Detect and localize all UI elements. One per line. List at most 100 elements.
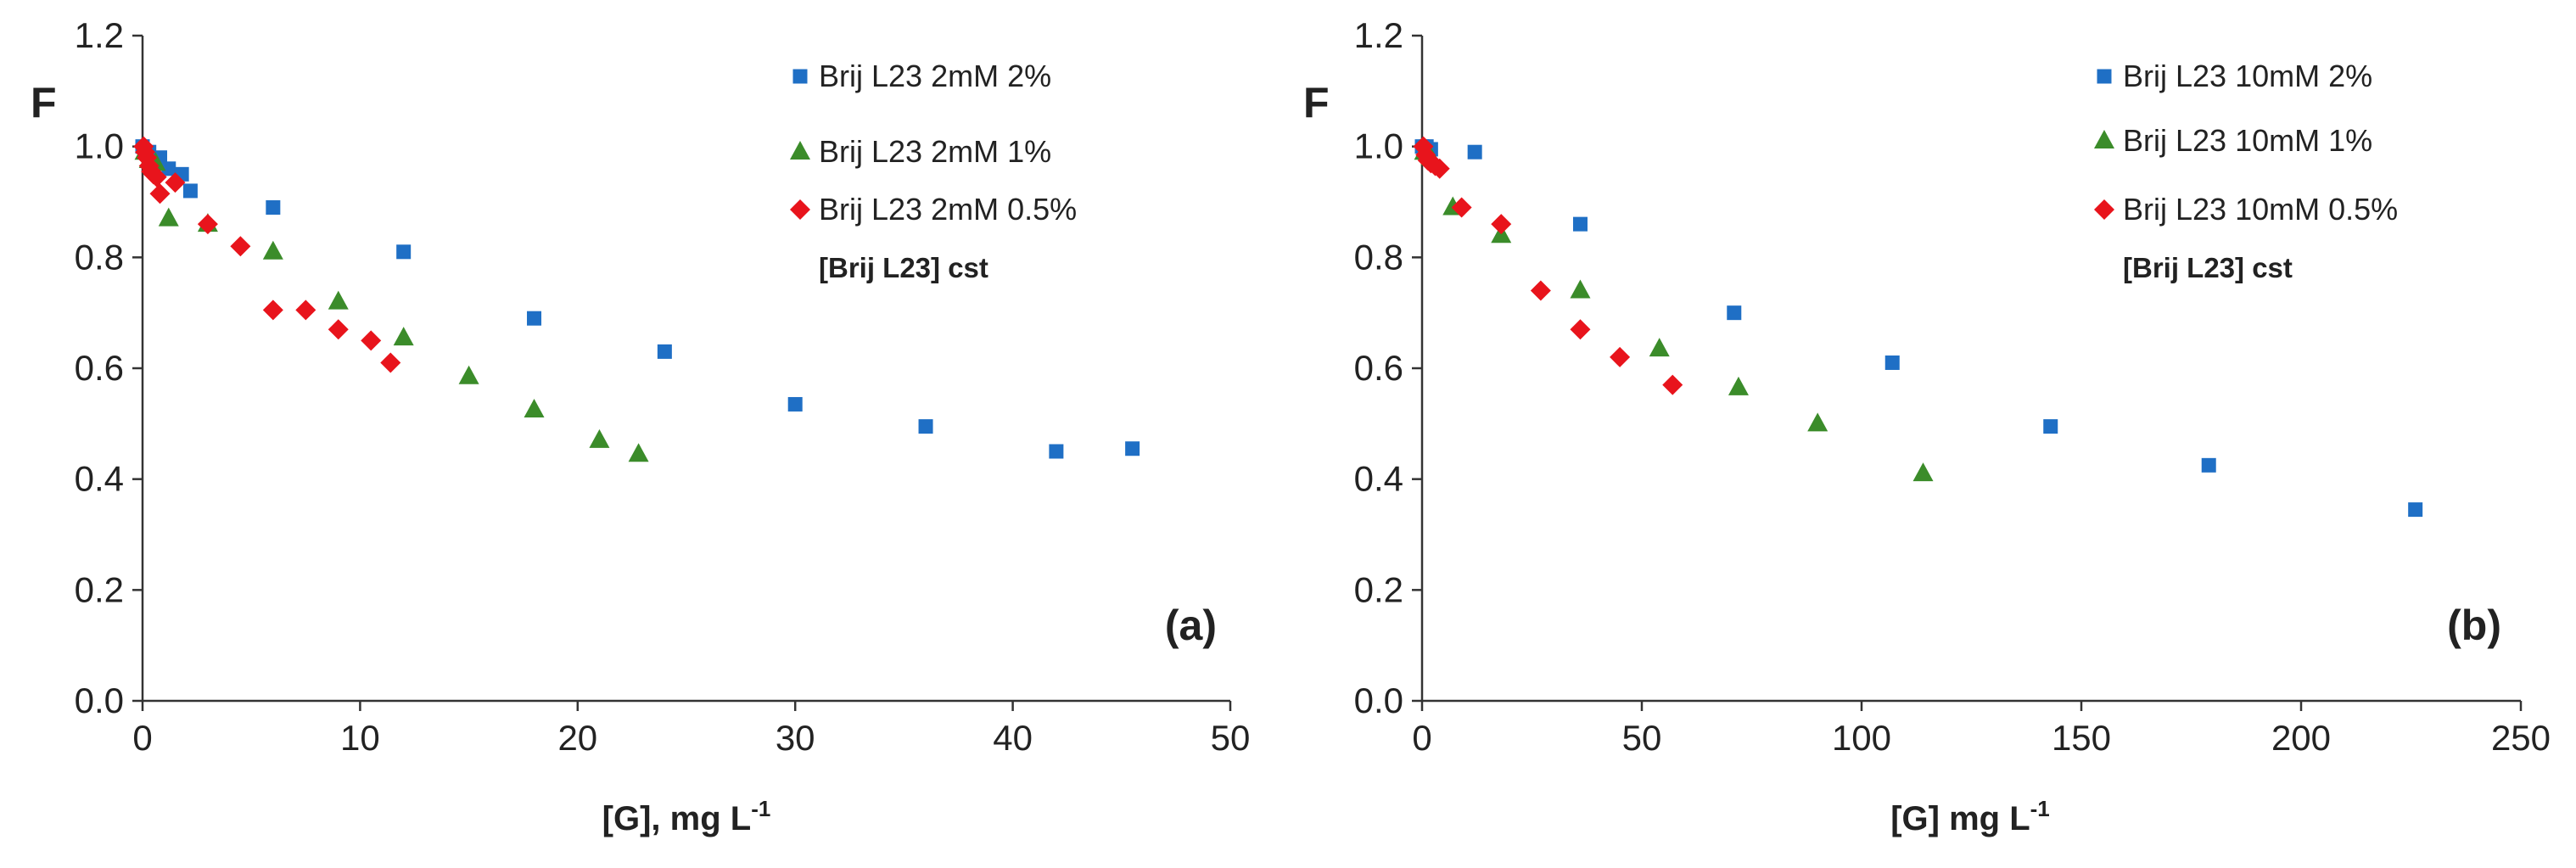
panel-a-x-tick-label: 0 — [132, 718, 152, 758]
panel-b-y-tick-label: 0.2 — [1354, 569, 1403, 609]
panel-b-data-point — [2201, 457, 2216, 473]
panel-a-legend-marker — [790, 141, 810, 160]
panel-b-data-point — [1912, 462, 1934, 482]
panel-b-data-point — [1429, 158, 1450, 179]
panel-b-legend-marker — [2097, 69, 2112, 84]
panel-b-data-point — [1728, 376, 1749, 395]
panel-b-data-point — [1649, 338, 1670, 357]
panel-a-chart: 0.0 0.2 0.4 0.6 0.8 1.0 1.2 0 10 20 30 40 50 F [G], mg… — [31, 15, 1250, 837]
panel-b-data-point — [1572, 216, 1588, 232]
panel-b-data-point — [2408, 502, 2423, 518]
panel-a-data-point — [165, 172, 186, 193]
panel-b-data-point — [1807, 412, 1828, 432]
panel-b-data-point — [1491, 214, 1512, 235]
panel-b-data-point — [1884, 355, 1900, 370]
panel-b-y-tick-label: 1.2 — [1354, 15, 1403, 55]
panel-a-data-point — [1125, 441, 1140, 456]
panel-a-legend: Brij L23 2mM 2% Brij L23 2mM 1% Brij L23 2… — [790, 59, 1077, 227]
panel-a-legend-marker — [792, 69, 808, 84]
panel-b-panel-label: (b) — [2447, 602, 2501, 649]
panel-a-data-point — [146, 166, 167, 188]
panel-a-series-square — [135, 139, 1140, 459]
panel-a-legend-marker — [790, 199, 810, 220]
panel-b-y-tick-label: 0.0 — [1354, 680, 1403, 720]
panel-b-data-point — [1662, 374, 1683, 395]
panel-b-y-axis-label: F — [1303, 79, 1330, 126]
panel-b-legend-marker — [2094, 130, 2114, 148]
panel-a-panel-label: (a) — [1165, 602, 1217, 649]
panel-b-legend: Brij L23 10mM 2% Brij L23 10mM 1% Brij L23… — [2094, 59, 2398, 227]
panel-a-series-triangle — [134, 141, 649, 462]
panel-a-data-point — [657, 344, 672, 359]
panel-a-x-axis-label-superscript: -1 — [751, 796, 770, 821]
panel-a-legend-label: Brij L23 2mM 2% — [819, 59, 1051, 93]
panel-a-x-tick-label: 50 — [1211, 718, 1251, 758]
panel-b-y-tick-label: 0.6 — [1354, 348, 1403, 388]
panel-a-annotation: [Brij L23] cst — [819, 252, 988, 283]
panel-a-data-point — [380, 352, 401, 373]
panel-b-legend-label: Brij L23 10mM 2% — [2123, 59, 2372, 93]
panel-b-data-point — [2043, 419, 2058, 434]
panel-a-data-point — [328, 290, 349, 310]
panel-a-data-point — [328, 319, 349, 340]
panel-a-data-point — [161, 161, 176, 176]
panel-b-y-tick-label: 0.4 — [1354, 459, 1403, 499]
panel-b-legend-label: Brij L23 10mM 1% — [2123, 123, 2372, 158]
panel-a-data-point — [458, 365, 479, 384]
panel-a-x-tick-label: 30 — [776, 718, 815, 758]
panel-a-data-point — [262, 240, 283, 260]
panel-a-data-point — [197, 214, 218, 235]
panel-a-y-tick-label: 0.6 — [75, 348, 124, 388]
panel-a-legend-label: Brij L23 2mM 0.5% — [819, 192, 1077, 227]
panel-b-data-point — [1570, 319, 1591, 340]
panel-a-x-tick-label: 40 — [993, 718, 1033, 758]
panel-b-data-point — [1530, 280, 1551, 301]
panel-a-y-axis-label: F — [31, 79, 57, 126]
panel-a-legend-label: Brij L23 2mM 1% — [819, 134, 1051, 169]
panel-b-y-tick-label: 0.8 — [1354, 237, 1403, 277]
panel-a-data-point — [295, 300, 316, 321]
panel-a-x-tick-label: 10 — [340, 718, 380, 758]
panel-a-y-tick-label: 0.4 — [75, 459, 124, 499]
panel-b-x-tick-label: 250 — [2491, 718, 2551, 758]
panel-a-series-diamond — [133, 136, 401, 373]
panel-b-chart: 0.0 0.2 0.4 0.6 0.8 1.0 1.2 0 50 100 150 200 250 F [G]… — [1303, 15, 2551, 837]
panel-b-data-point — [1610, 346, 1631, 367]
panel-b-x-axis-label: [G] mg L-1 — [1890, 796, 2050, 837]
panel-a-data-point — [149, 183, 171, 204]
panel-a-data-point — [1049, 444, 1064, 459]
panel-b-data-point — [1451, 197, 1472, 218]
panel-a-data-point — [628, 443, 649, 462]
panel-a-data-point — [396, 244, 412, 260]
panel-a-data-point — [262, 300, 283, 321]
panel-b-annotation: [Brij L23] cst — [2123, 252, 2293, 283]
panel-b-series-triangle — [1414, 141, 1934, 482]
panel-a-data-point — [918, 419, 933, 434]
panel-a-data-point — [527, 311, 542, 326]
panel-b-x-tick-label: 0 — [1412, 718, 1431, 758]
panel-b-x-tick-label: 100 — [1832, 718, 1891, 758]
panel-a-data-point — [787, 396, 803, 412]
panel-a-data-point — [230, 236, 251, 257]
panel-a-data-point — [182, 183, 198, 199]
panel-b-x-tick-label: 50 — [1622, 718, 1662, 758]
panel-a-data-point — [158, 207, 179, 227]
panel-b-data-point — [1727, 305, 1742, 321]
panel-b-legend-marker — [2094, 199, 2114, 220]
panel-a-x-tick-label: 20 — [557, 718, 597, 758]
panel-b-data-point — [1467, 144, 1482, 160]
panel-a-y-tick-label: 1.2 — [75, 15, 124, 55]
panel-b-data-point — [1570, 279, 1591, 299]
panel-a-y-tick-label: 0.0 — [75, 680, 124, 720]
panel-a-data-point — [589, 428, 610, 448]
panel-a-data-point — [266, 200, 281, 216]
panel-b-series-diamond — [1413, 136, 1683, 395]
panel-a-x-axis-label: [G], mg L-1 — [602, 796, 771, 837]
panel-a-data-point — [524, 399, 545, 417]
panel-a-y-tick-label: 1.0 — [75, 126, 124, 166]
panel-b-x-tick-label: 150 — [2052, 718, 2111, 758]
panel-a-y-tick-label: 0.8 — [75, 237, 124, 277]
panel-b-legend-label: Brij L23 10mM 0.5% — [2123, 192, 2398, 227]
